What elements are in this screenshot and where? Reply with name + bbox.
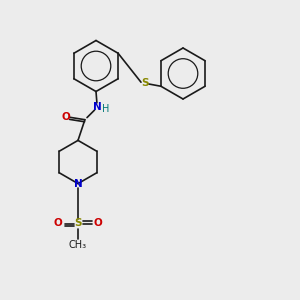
Text: O: O — [61, 112, 70, 122]
Text: S: S — [141, 78, 148, 88]
Text: O: O — [53, 218, 62, 229]
Text: N: N — [93, 102, 102, 112]
Text: H: H — [102, 104, 110, 115]
Text: N: N — [74, 178, 82, 189]
Text: O: O — [94, 218, 103, 229]
Text: CH₃: CH₃ — [69, 239, 87, 250]
Text: S: S — [74, 218, 82, 229]
